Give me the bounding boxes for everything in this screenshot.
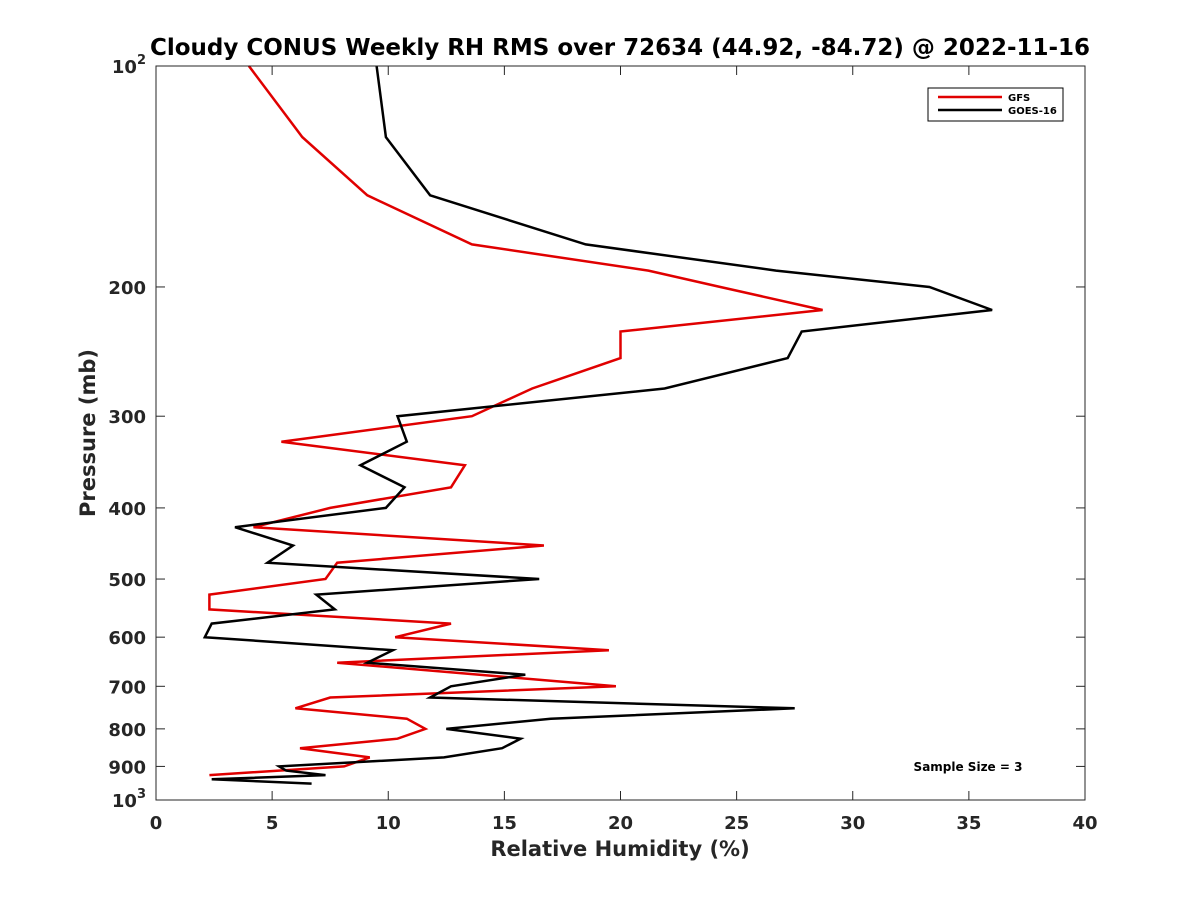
sample-size-annotation: Sample Size = 3 xyxy=(914,760,1023,774)
legend-entry: GOES-16 xyxy=(1008,106,1057,117)
plot-area-frame xyxy=(155,65,1086,801)
y-tick-label: 800 xyxy=(108,720,146,741)
y-tick-label: 200 xyxy=(108,278,146,299)
x-tick-label: 30 xyxy=(840,813,865,834)
series-line-goes-16 xyxy=(202,65,993,785)
y-tick-label: 900 xyxy=(108,757,146,778)
y-axis-label: Pressure (mb) xyxy=(76,349,100,517)
y-tick-label: 400 xyxy=(108,499,146,520)
x-tick-label: 25 xyxy=(724,813,749,834)
y-tick-label: 700 xyxy=(108,677,146,698)
y-tick-label: 600 xyxy=(108,628,146,649)
x-tick-label: 35 xyxy=(956,813,981,834)
legend: GFS GOES-16 xyxy=(927,87,1064,122)
y-tick-label: 500 xyxy=(108,570,146,591)
y-tick-label: 300 xyxy=(108,407,146,428)
legend-box xyxy=(927,87,1064,122)
legend-entry: GFS xyxy=(1008,93,1030,104)
chart-title: Cloudy CONUS Weekly RH RMS over 72634 (4… xyxy=(150,35,1090,61)
marks-layer xyxy=(202,65,993,785)
x-tick-label: 10 xyxy=(376,813,401,834)
x-tick-label: 0 xyxy=(150,813,163,834)
ticks-layer: 0 5 10 15 20 25 30 35 40 102 200 300 400 500 600 700 800… xyxy=(108,53,1097,834)
x-axis-label: Relative Humidity (%) xyxy=(490,837,749,861)
series-line-gfs xyxy=(208,65,823,777)
x-tick-label: 15 xyxy=(492,813,517,834)
x-tick-label: 5 xyxy=(266,813,279,834)
y-tick-label: 102 xyxy=(112,53,146,78)
x-tick-label: 40 xyxy=(1072,813,1097,834)
y-tick-label: 103 xyxy=(112,787,146,812)
x-tick-label: 20 xyxy=(608,813,633,834)
